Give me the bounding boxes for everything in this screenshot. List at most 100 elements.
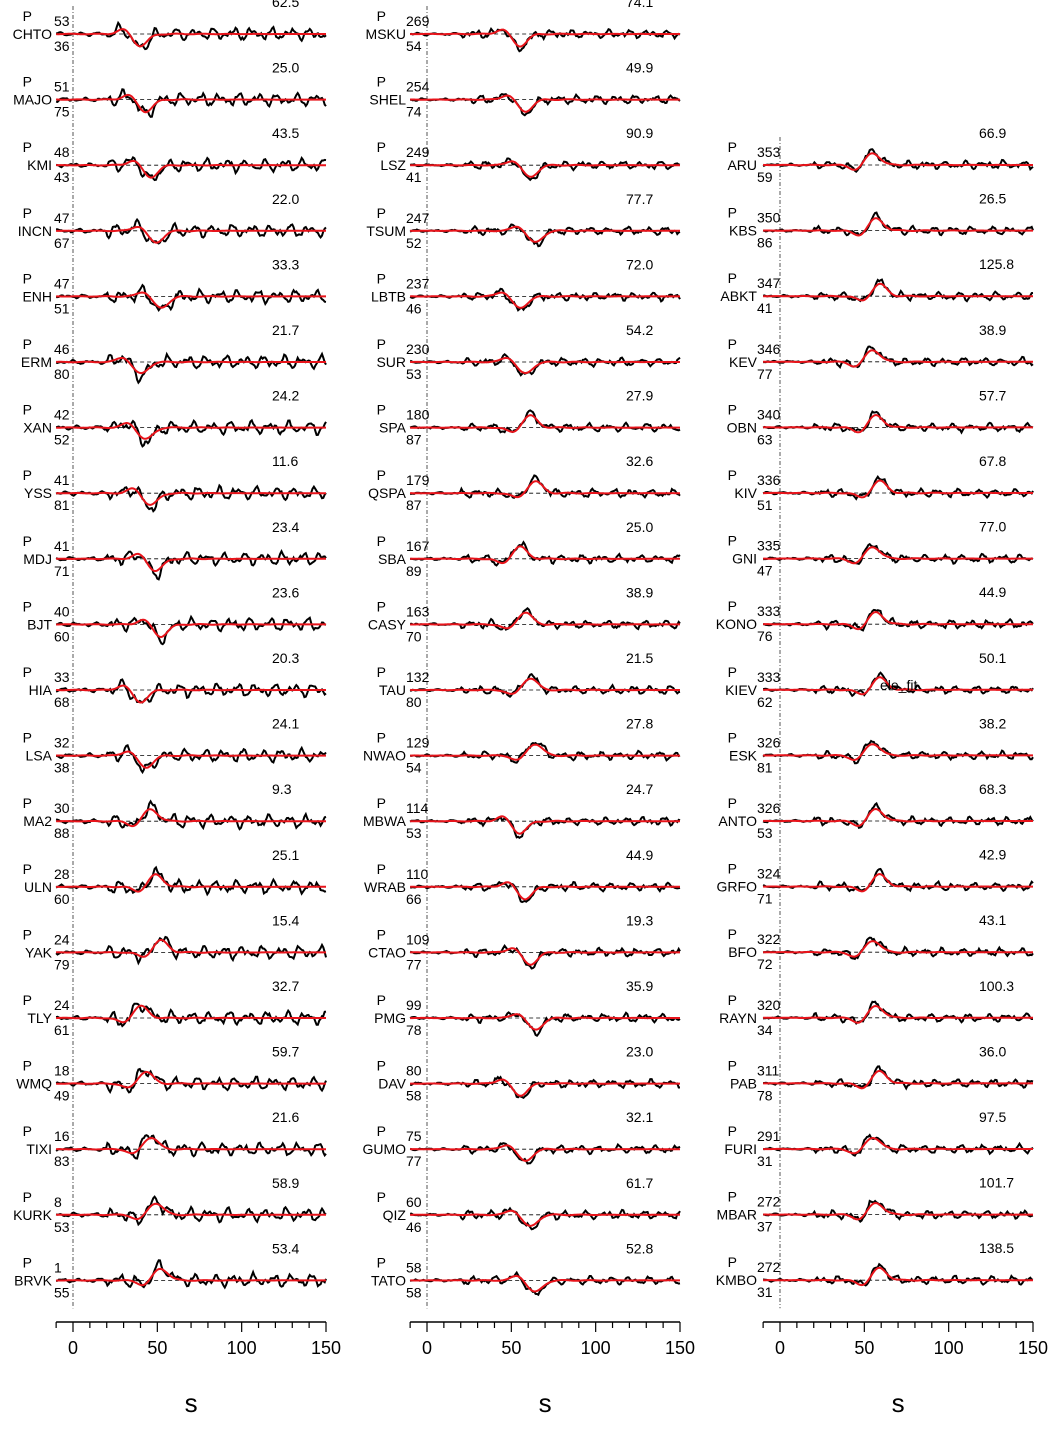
distance-label: 60 [54,891,70,907]
phase-label: P [23,139,32,155]
data-trace-BJT [55,614,327,646]
distance-label: 71 [54,563,70,579]
distance-label: 38 [54,760,70,776]
azimuth-label: 333 [757,669,781,685]
phase-label: P [23,664,32,680]
data-trace-BRVK [55,1259,327,1290]
station-name-MAJO: MAJO [13,92,52,108]
amplitude-label: 21.6 [272,1109,299,1125]
phase-label: P [728,1123,737,1139]
amplitude-label: 32.6 [626,453,653,469]
phase-label: P [377,1123,386,1139]
station-name-ABKT: ABKT [720,288,757,304]
phase-label: P [728,270,737,286]
distance-label: 52 [406,235,422,251]
synthetic-trace-MBAR [763,1201,1033,1221]
data-trace-MAJO [55,88,327,118]
synthetic-trace-PAB [763,1069,1033,1090]
amplitude-label: 125.8 [979,256,1014,272]
x-tick-label: 0 [68,1338,78,1358]
amplitude-label: 27.8 [626,716,653,732]
synthetic-trace-MDJ [56,552,326,572]
amplitude-label: 26.5 [979,191,1006,207]
phase-label: P [377,1058,386,1074]
amplitude-label: 100.3 [979,978,1014,994]
synthetic-trace-NWAO [410,743,680,761]
synthetic-trace-QSPA [410,480,680,499]
amplitude-label: 15.4 [272,912,299,928]
azimuth-label: 80 [406,1063,422,1079]
distance-label: 43 [54,169,70,185]
station-name-ESK: ESK [729,747,758,763]
synthetic-trace-MSKU [410,28,680,48]
distance-label: 47 [757,563,773,579]
station-name-TATO: TATO [371,1272,406,1288]
data-trace-MSKU [409,27,681,53]
distance-label: 51 [757,497,773,513]
data-trace-OBN [762,410,1034,435]
data-trace-ABKT [762,278,1034,303]
azimuth-label: 110 [406,866,429,882]
distance-label: 77 [406,956,422,972]
azimuth-label: 320 [757,997,781,1013]
phase-label: P [728,401,737,417]
synthetic-trace-DAV [410,1078,680,1097]
azimuth-label: 99 [406,997,422,1013]
synthetic-trace-LBTB [410,291,680,309]
phase-label: P [23,533,32,549]
azimuth-label: 41 [54,472,70,488]
azimuth-label: 33 [54,669,70,685]
station-name-GNI: GNI [732,551,757,567]
amplitude-label: 38.9 [626,584,653,600]
synthetic-trace-TSUM [410,225,680,243]
azimuth-label: 53 [54,13,70,29]
distance-label: 71 [757,891,773,907]
data-trace-TATO [409,1270,681,1297]
azimuth-label: 324 [757,866,781,882]
phase-label: P [377,1254,386,1270]
azimuth-label: 247 [406,210,430,226]
synthetic-trace-BFO [763,940,1033,958]
station-name-XAN: XAN [23,420,52,436]
amplitude-label: 90.9 [626,125,653,141]
azimuth-label: 269 [406,13,430,29]
station-name-MSKU: MSKU [366,26,406,42]
synthetic-trace-OBN [763,414,1033,434]
azimuth-label: 336 [757,472,781,488]
data-trace-KMBO [762,1262,1034,1287]
data-trace-ARU [762,148,1034,174]
amplitude-label: 61.7 [626,1175,653,1191]
phase-label: P [23,467,32,483]
distance-label: 54 [406,760,422,776]
distance-label: 83 [54,1153,70,1169]
x-tick-label: 0 [422,1338,432,1358]
data-trace-WMQ [55,1067,327,1094]
data-trace-SPA [409,409,681,434]
phase-label: P [728,1254,737,1270]
station-name-KMI: KMI [27,157,52,173]
amplitude-label: 68.3 [979,781,1006,797]
synthetic-trace-ABKT [763,282,1033,302]
phase-label: P [728,729,737,745]
azimuth-label: 24 [54,931,70,947]
amplitude-label: 43.1 [979,912,1006,928]
station-name-LSZ: LSZ [380,157,406,173]
distance-label: 66 [406,891,422,907]
station-name-RAYN: RAYN [719,1010,757,1026]
station-name-SHEL: SHEL [369,92,406,108]
synthetic-trace-BRVK [56,1267,326,1287]
station-name-WRAB: WRAB [364,879,406,895]
synthetic-trace-TATO [410,1275,680,1293]
distance-label: 89 [406,563,422,579]
station-name-ENH: ENH [22,288,52,304]
station-name-YAK: YAK [25,944,53,960]
station-name-KURK: KURK [13,1207,53,1223]
amplitude-label: 27.9 [626,388,653,404]
station-name-SBA: SBA [378,551,407,567]
azimuth-label: 129 [406,735,430,751]
x-tick-label: 50 [147,1338,167,1358]
distance-label: 76 [757,628,773,644]
station-name-TSUM: TSUM [366,223,406,239]
station-name-SPA: SPA [379,420,407,436]
